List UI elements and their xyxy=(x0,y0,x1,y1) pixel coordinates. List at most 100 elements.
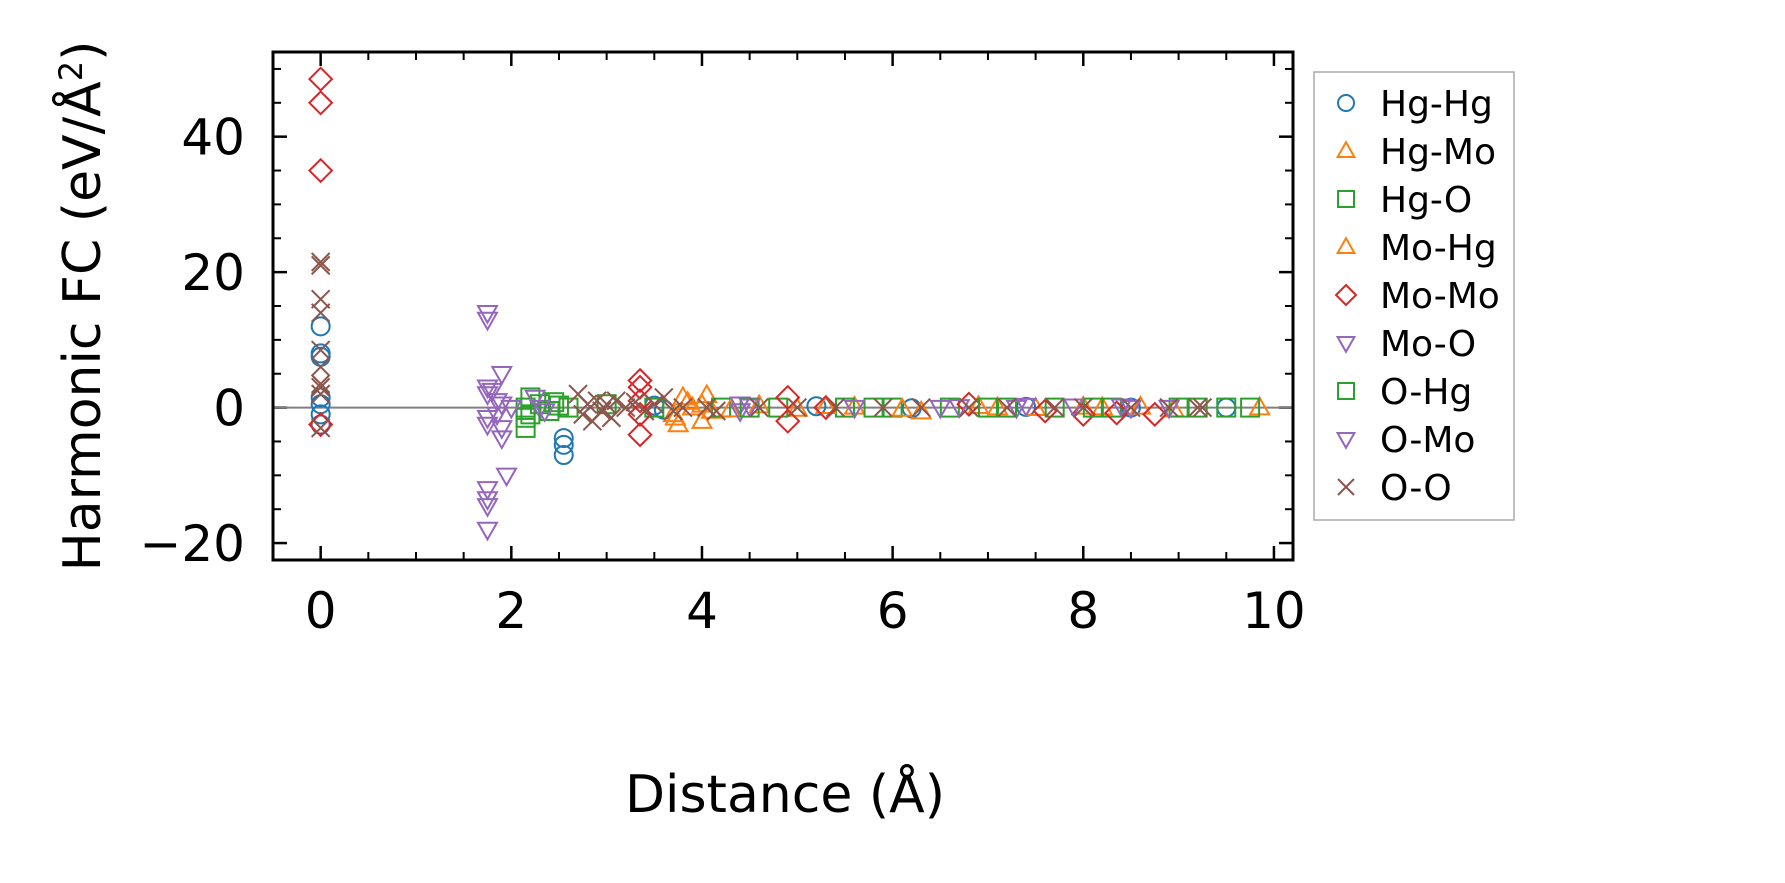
data-point xyxy=(635,401,655,421)
data-point xyxy=(910,399,933,420)
data-point xyxy=(873,397,893,418)
data-point xyxy=(490,420,513,440)
y-axis-label-main: Harmonic FC (eV/Å xyxy=(51,81,113,572)
data-point xyxy=(1129,394,1152,415)
data-point xyxy=(601,408,622,428)
data-point xyxy=(307,90,334,116)
plot-frame xyxy=(271,50,1295,562)
data-point xyxy=(1073,397,1093,418)
data-point xyxy=(310,414,331,435)
data-point xyxy=(515,417,536,438)
data-point xyxy=(959,397,979,418)
data-point xyxy=(664,405,687,426)
data-point xyxy=(1119,399,1143,420)
y-tick-label: 20 xyxy=(181,244,245,302)
legend-label: Hg-O xyxy=(1380,180,1472,221)
data-point xyxy=(681,395,704,416)
data-point xyxy=(627,367,653,394)
data-point xyxy=(948,399,971,419)
x-tick-label: 6 xyxy=(877,582,909,640)
series-o-mo xyxy=(481,382,1143,427)
data-point xyxy=(307,157,334,184)
data-point xyxy=(310,377,331,397)
data-point xyxy=(627,422,653,448)
data-point xyxy=(553,428,574,449)
legend-marker xyxy=(1337,478,1355,496)
y-tick-label: 40 xyxy=(181,109,245,167)
legend-label: Mo-O xyxy=(1380,324,1476,365)
data-point xyxy=(490,365,513,386)
data-point xyxy=(825,397,846,418)
y-tick-label: 0 xyxy=(213,380,245,438)
data-point xyxy=(1240,397,1261,418)
data-point xyxy=(738,398,761,419)
data-point xyxy=(786,397,809,417)
data-point xyxy=(476,521,499,542)
data-point xyxy=(1142,401,1168,428)
data-point xyxy=(775,408,801,434)
data-point xyxy=(1005,399,1028,420)
legend-label: O-Mo xyxy=(1380,420,1475,461)
data-point xyxy=(1192,397,1213,418)
data-point xyxy=(1187,397,1208,418)
data-point xyxy=(671,385,695,406)
data-point xyxy=(310,418,331,438)
x-axis-label: Distance (Å) xyxy=(625,763,945,825)
data-point xyxy=(911,397,931,418)
data-point xyxy=(523,389,547,410)
legend-marker xyxy=(1335,336,1357,354)
ticks-layer: 0 2 4 6 8 10 −20 0 20 40 xyxy=(139,52,1306,640)
data-point xyxy=(977,397,998,418)
x-tick-label: 4 xyxy=(686,582,718,640)
data-point xyxy=(654,387,674,408)
data-point xyxy=(495,467,518,488)
data-point xyxy=(1187,397,1208,418)
legend-label: O-Hg xyxy=(1380,372,1472,413)
data-point xyxy=(627,374,653,400)
data-point xyxy=(1159,397,1179,418)
data-point xyxy=(690,409,714,429)
x-tick-label: 0 xyxy=(305,582,337,640)
legend: Hg-Hg Hg-Mo Hg-O Mo-Hg Mo-Mo Mo-O O-Hg O-Mo O-O xyxy=(1313,71,1515,521)
data-point xyxy=(307,66,334,92)
data-point xyxy=(1062,398,1085,419)
legend-label: Hg-Hg xyxy=(1380,84,1493,125)
data-point xyxy=(606,391,626,411)
series-hg-hg xyxy=(310,316,1237,466)
series-o-o xyxy=(310,252,1213,438)
y-axis-label-superscript: 2 xyxy=(52,61,90,81)
data-point xyxy=(481,382,504,403)
data-point xyxy=(310,384,331,404)
data-point xyxy=(700,399,723,419)
data-point xyxy=(1044,397,1065,418)
data-point xyxy=(310,316,331,337)
data-point xyxy=(476,498,499,518)
data-point xyxy=(476,305,499,325)
data-point xyxy=(813,394,839,421)
data-point xyxy=(890,397,914,417)
data-point xyxy=(310,289,331,309)
legend-label: Hg-Mo xyxy=(1380,132,1496,173)
data-point xyxy=(476,410,499,430)
x-tick-label: 2 xyxy=(495,582,527,640)
data-point xyxy=(787,397,808,418)
data-point xyxy=(644,394,665,414)
y-axis-label-close: ) xyxy=(53,41,113,61)
legend-marker xyxy=(1337,190,1355,208)
data-point xyxy=(806,396,827,417)
data-point xyxy=(1157,399,1181,420)
legend-label: Mo-Hg xyxy=(1380,228,1497,269)
data-point xyxy=(310,404,331,425)
x-tick-label: 8 xyxy=(1067,582,1099,640)
data-point xyxy=(310,374,331,394)
series-mo-mo xyxy=(307,66,1168,448)
data-point xyxy=(476,491,499,511)
data-point xyxy=(310,252,331,272)
data-point xyxy=(553,434,574,455)
data-point xyxy=(673,397,693,418)
data-point xyxy=(476,416,499,437)
data-point xyxy=(1216,397,1237,418)
data-point xyxy=(843,399,866,420)
data-point xyxy=(544,392,565,413)
